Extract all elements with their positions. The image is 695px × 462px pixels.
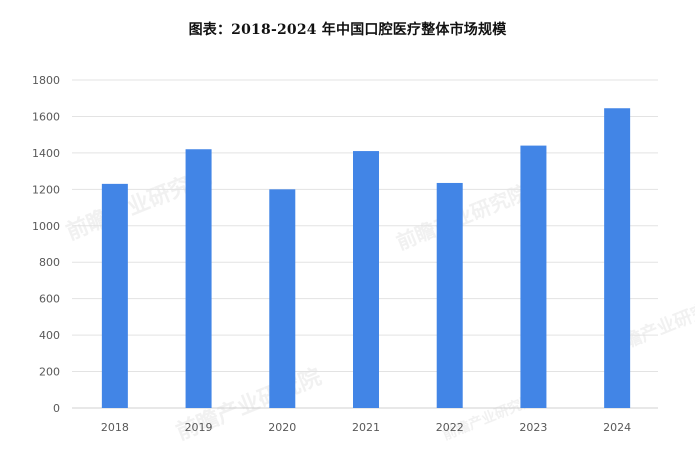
x-tick-label: 2024 bbox=[603, 421, 631, 434]
y-tick-label: 0 bbox=[53, 402, 60, 415]
bar-2019 bbox=[185, 149, 212, 408]
x-tick-label: 2019 bbox=[185, 421, 213, 434]
bar-2022 bbox=[436, 182, 463, 408]
y-tick-label: 200 bbox=[39, 366, 60, 379]
y-axis-ticks: 0 200 400 600 800 1000 1200 1400 1600 1800 bbox=[32, 74, 60, 415]
y-tick-label: 600 bbox=[39, 293, 60, 306]
chart-title: 图表：2018-2024 年中国口腔医疗整体市场规模 bbox=[188, 22, 507, 38]
bar-2020 bbox=[269, 189, 296, 408]
y-tick-label: 1200 bbox=[32, 183, 60, 196]
bar-2024 bbox=[604, 108, 631, 408]
y-tick-label: 1000 bbox=[32, 220, 60, 233]
y-tick-label: 400 bbox=[39, 329, 60, 342]
bar-2018 bbox=[101, 183, 128, 408]
bar-2021 bbox=[353, 151, 379, 409]
x-axis-ticks: 2018 2019 2020 2021 2022 2023 2024 bbox=[101, 421, 631, 434]
y-tick-label: 1800 bbox=[32, 74, 60, 87]
x-tick-label: 2022 bbox=[436, 421, 464, 434]
bar-2023 bbox=[520, 145, 547, 408]
bars bbox=[101, 108, 631, 409]
x-tick-label: 2023 bbox=[519, 421, 547, 434]
x-tick-label: 2021 bbox=[352, 421, 380, 434]
x-tick-label: 2018 bbox=[101, 421, 129, 434]
y-tick-label: 1600 bbox=[32, 110, 60, 123]
y-tick-label: 1400 bbox=[32, 147, 60, 160]
y-tick-label: 800 bbox=[39, 256, 60, 269]
x-tick-label: 2020 bbox=[268, 421, 296, 434]
